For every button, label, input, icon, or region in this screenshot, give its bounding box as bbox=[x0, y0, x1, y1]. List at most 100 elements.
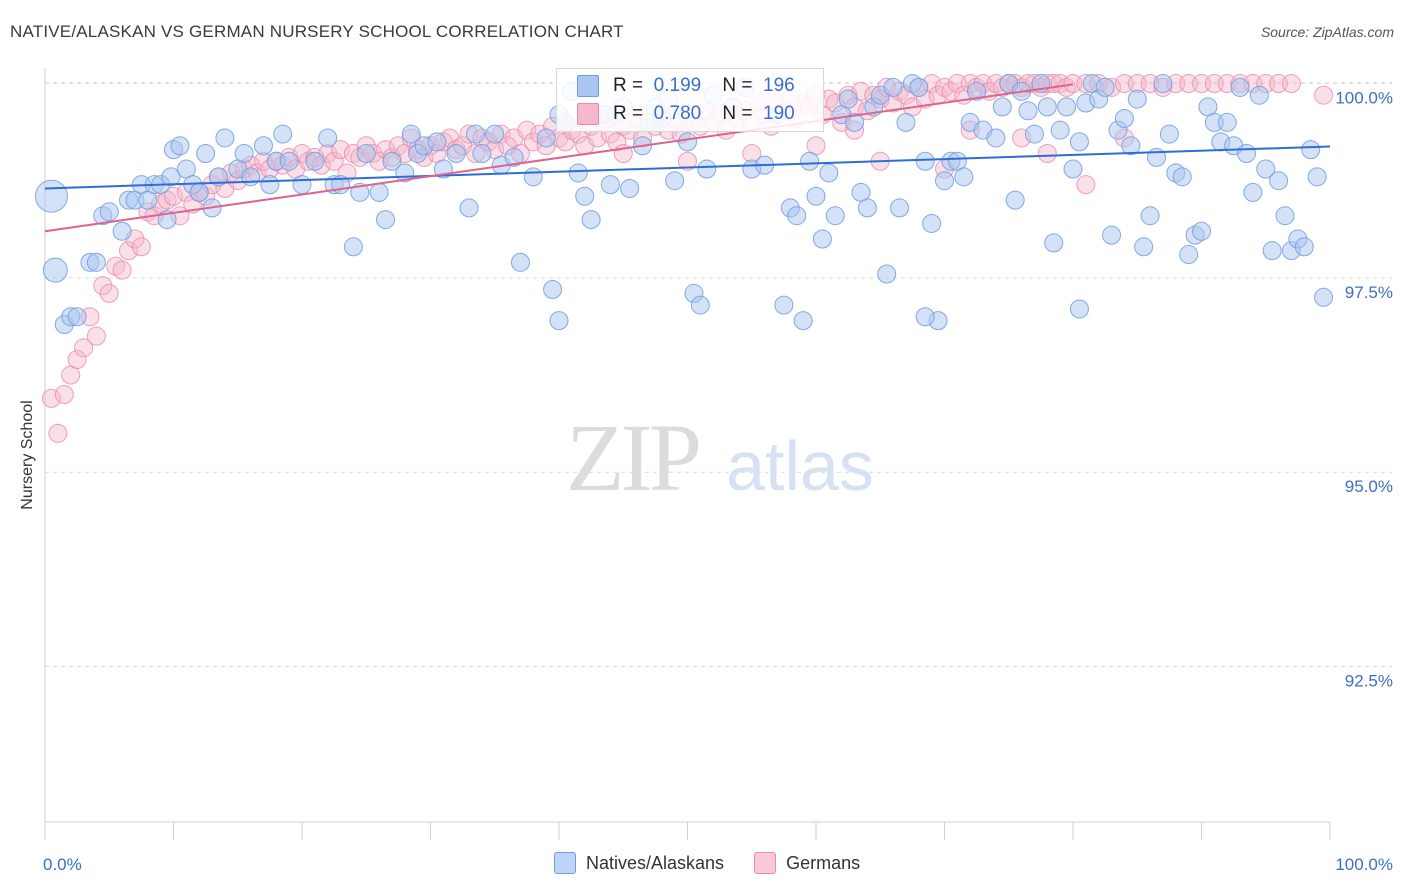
native-point bbox=[401, 124, 421, 144]
german-point bbox=[1314, 85, 1334, 105]
native-point bbox=[356, 144, 376, 164]
x-tick-label: 0.0% bbox=[43, 855, 82, 874]
native-point bbox=[67, 307, 87, 327]
native-point bbox=[234, 144, 254, 164]
native-point bbox=[915, 307, 935, 327]
native-point bbox=[472, 144, 492, 164]
native-point bbox=[170, 136, 190, 156]
native-point bbox=[857, 198, 877, 218]
legend-n-label: N = bbox=[722, 75, 753, 96]
german-point bbox=[1037, 144, 1057, 164]
watermark-atlas: atlas bbox=[726, 427, 874, 505]
y-tick-label: 100.0% bbox=[1335, 89, 1393, 108]
native-point bbox=[1057, 97, 1077, 117]
native-point bbox=[1243, 182, 1263, 202]
native-point bbox=[909, 77, 929, 97]
german-point bbox=[119, 241, 139, 261]
german-point bbox=[93, 276, 113, 296]
german-point bbox=[86, 326, 106, 346]
native-point bbox=[485, 124, 505, 144]
germans-trend-line bbox=[44, 83, 1074, 233]
native-point bbox=[1153, 74, 1173, 94]
native-point bbox=[992, 97, 1012, 117]
native-point bbox=[1127, 89, 1147, 109]
native-point bbox=[1179, 245, 1199, 265]
legend-item-germans: Germans bbox=[754, 852, 860, 874]
native-point bbox=[523, 167, 543, 187]
native-point bbox=[1018, 101, 1038, 121]
native-point bbox=[838, 89, 858, 109]
native-point bbox=[1134, 237, 1154, 257]
legend-swatch-natives bbox=[554, 852, 576, 874]
native-point bbox=[1121, 136, 1141, 156]
chart-title: NATIVE/ALASKAN VS GERMAN NURSERY SCHOOL … bbox=[10, 22, 624, 41]
native-point bbox=[1069, 299, 1089, 319]
y-tick-label: 95.0% bbox=[1345, 477, 1393, 496]
native-point bbox=[1275, 206, 1295, 226]
native-point bbox=[86, 252, 106, 272]
source-label: Source: ZipAtlas.com bbox=[1260, 24, 1394, 40]
native-point bbox=[1236, 144, 1256, 164]
legend-r-label: R = bbox=[613, 103, 644, 124]
native-point bbox=[690, 295, 710, 315]
native-point bbox=[241, 167, 261, 187]
native-point bbox=[318, 128, 338, 148]
native-point bbox=[161, 167, 181, 187]
native-point bbox=[568, 163, 588, 183]
legend-swatch-natives bbox=[577, 75, 599, 97]
native-point bbox=[459, 198, 479, 218]
native-point bbox=[99, 202, 119, 222]
native-point bbox=[922, 213, 942, 233]
native-point bbox=[305, 151, 325, 171]
legend-label-germans: Germans bbox=[786, 852, 861, 873]
german-point bbox=[324, 151, 344, 171]
native-point bbox=[1307, 167, 1327, 187]
native-point bbox=[793, 311, 813, 331]
series-legend: Natives/Alaskans Germans bbox=[554, 852, 890, 874]
native-point bbox=[1301, 140, 1321, 160]
german-point bbox=[48, 423, 68, 443]
legend-r-value: 0.199 bbox=[653, 75, 702, 96]
native-point bbox=[260, 175, 280, 195]
native-point bbox=[504, 147, 524, 167]
native-point bbox=[774, 295, 794, 315]
native-point bbox=[812, 229, 832, 249]
native-point bbox=[787, 206, 807, 226]
native-point bbox=[1024, 124, 1044, 144]
native-point bbox=[446, 144, 466, 164]
native-point bbox=[1044, 233, 1064, 253]
natives-points bbox=[34, 74, 1334, 335]
native-point bbox=[34, 179, 68, 213]
tick-labels: 100.0% 97.5% 95.0% 92.5% 0.0% 100.0% bbox=[43, 89, 1393, 874]
native-point bbox=[665, 171, 685, 191]
german-point bbox=[331, 140, 351, 160]
native-point bbox=[1095, 77, 1115, 97]
legend-n-value: 196 bbox=[763, 75, 795, 96]
native-point bbox=[215, 128, 235, 148]
legend-label-natives: Natives/Alaskans bbox=[586, 852, 725, 873]
native-point bbox=[112, 221, 132, 241]
watermark: ZIP atlas bbox=[566, 404, 874, 511]
native-point bbox=[1192, 221, 1211, 241]
native-point bbox=[819, 163, 839, 183]
german-point bbox=[941, 81, 961, 101]
native-point bbox=[620, 178, 640, 198]
native-point bbox=[1314, 287, 1334, 307]
native-point bbox=[1037, 97, 1057, 117]
native-point bbox=[343, 237, 363, 257]
legend-row-germans: R = 0.780 N = 190 bbox=[577, 101, 795, 127]
native-point bbox=[1217, 112, 1237, 132]
native-point bbox=[1294, 237, 1314, 257]
german-point bbox=[99, 283, 119, 303]
legend-r-value: 0.780 bbox=[653, 103, 702, 124]
native-point bbox=[1102, 225, 1122, 245]
native-point bbox=[536, 128, 556, 148]
native-point bbox=[1256, 159, 1276, 179]
native-point bbox=[697, 159, 717, 179]
german-point bbox=[678, 151, 697, 171]
x-tick-label: 100.0% bbox=[1335, 855, 1393, 874]
native-point bbox=[42, 257, 68, 283]
native-point bbox=[883, 77, 903, 97]
legend-r-label: R = bbox=[613, 75, 644, 96]
german-point bbox=[67, 349, 87, 369]
